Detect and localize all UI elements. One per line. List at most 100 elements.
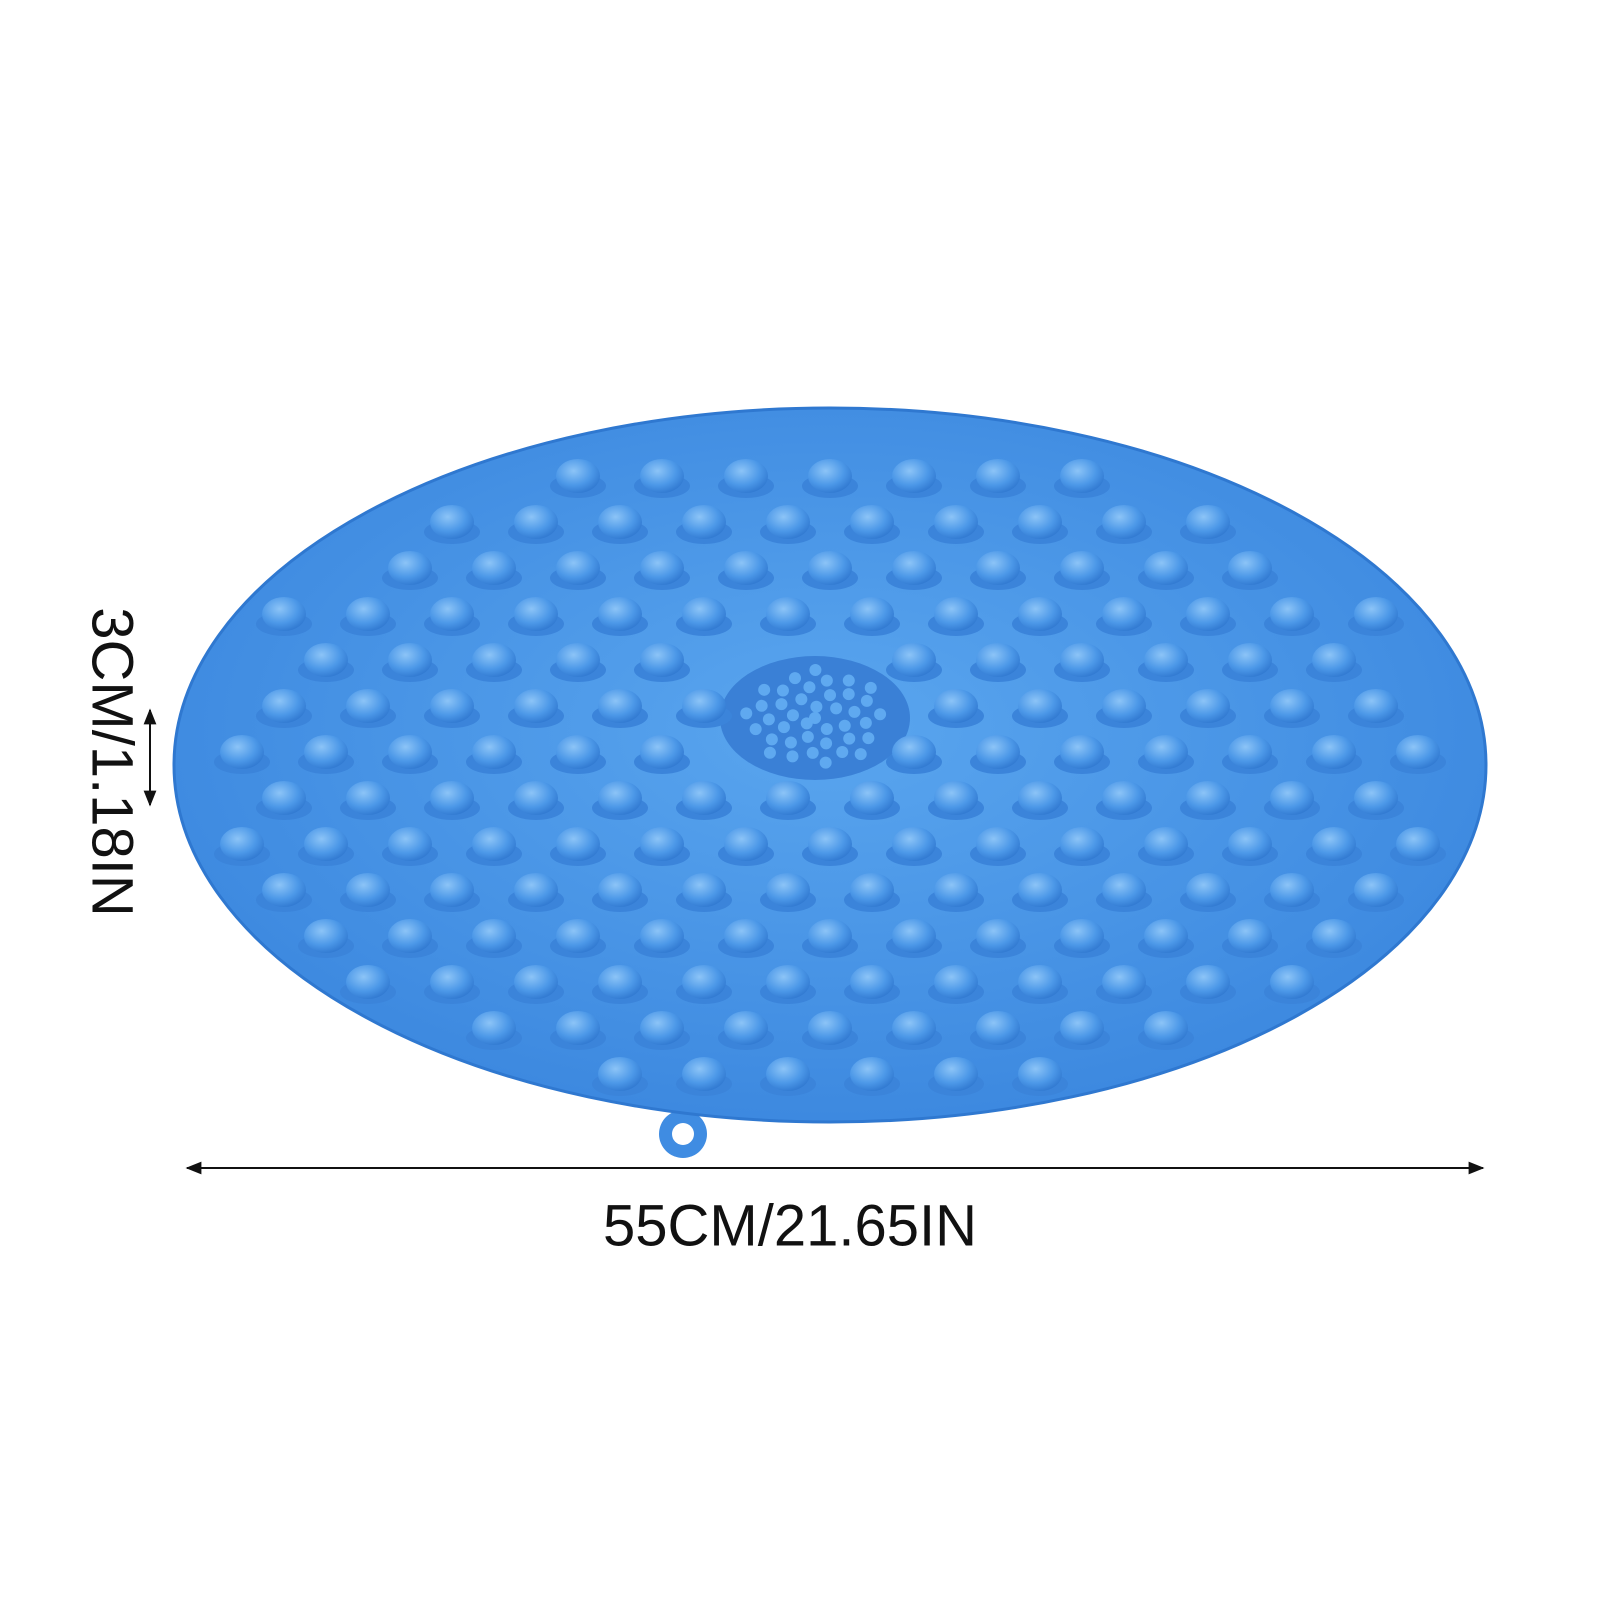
nub [1102,873,1146,907]
nub [1144,919,1188,953]
nub [430,781,474,815]
nub [1354,689,1398,723]
nub [682,597,726,631]
nub [1270,965,1314,999]
nub [1270,781,1314,815]
nub [850,781,894,815]
nub [1102,505,1146,539]
nub [724,459,768,493]
nub [262,781,306,815]
nub [556,919,600,953]
nub [598,505,642,539]
nub [682,505,726,539]
center-spike [854,748,867,761]
nub [1186,505,1230,539]
nub [766,505,810,539]
nub [1018,505,1062,539]
nub [976,919,1020,953]
nub [1228,551,1272,585]
nub [976,735,1020,769]
nub [388,919,432,953]
center-spike [824,689,837,702]
center-spike [819,756,832,769]
center-spike [788,672,801,685]
mat [172,406,1488,1158]
nub [430,505,474,539]
center-spike [874,708,887,721]
nub [1312,643,1356,677]
nub [346,689,390,723]
center-spike [838,719,851,732]
center-spike [859,716,872,729]
nub [388,735,432,769]
nub [346,597,390,631]
nub [220,827,264,861]
center-spike [801,730,814,743]
nub [934,873,978,907]
nub [556,459,600,493]
nub [304,827,348,861]
nub [1270,597,1314,631]
nub [766,781,810,815]
nub [640,827,684,861]
nub [640,1011,684,1045]
nub [1102,781,1146,815]
nub [556,827,600,861]
nub [1018,689,1062,723]
nub [262,689,306,723]
nub [556,551,600,585]
nub [514,965,558,999]
center-spike [777,721,790,734]
center-spike [755,699,768,712]
nub [472,551,516,585]
center-spike [758,683,771,696]
nub [850,1057,894,1091]
nub [598,689,642,723]
nub [976,643,1020,677]
nub [1228,643,1272,677]
nub [682,781,726,815]
nub [892,1011,936,1045]
nub [304,643,348,677]
nub [1060,919,1104,953]
center-spike [806,746,819,759]
nub [514,505,558,539]
nub [682,1057,726,1091]
nub [472,643,516,677]
nub [1060,551,1104,585]
center-spike [842,674,855,687]
nub [1018,1057,1062,1091]
nub [472,827,516,861]
nub [304,919,348,953]
nub [1270,689,1314,723]
center-spike [749,723,762,736]
nub [892,919,936,953]
nub [1354,781,1398,815]
center-spike [763,746,776,759]
nub [1102,689,1146,723]
nub [1144,827,1188,861]
nub [1312,735,1356,769]
nub [850,505,894,539]
nub [934,689,978,723]
nub [934,505,978,539]
nub [556,1011,600,1045]
nub [1186,781,1230,815]
nub [388,827,432,861]
hanging-loop-hole [672,1123,694,1145]
center-spike [803,681,816,694]
nub [1396,735,1440,769]
nub [724,551,768,585]
nub [1354,597,1398,631]
nub [598,965,642,999]
nub [1018,781,1062,815]
center-spike [740,707,753,720]
nub [346,965,390,999]
nub [556,643,600,677]
center-spike [810,700,823,713]
nub [850,597,894,631]
nub [724,919,768,953]
center-spike [820,674,833,687]
nub [766,965,810,999]
center-spike [843,732,856,745]
